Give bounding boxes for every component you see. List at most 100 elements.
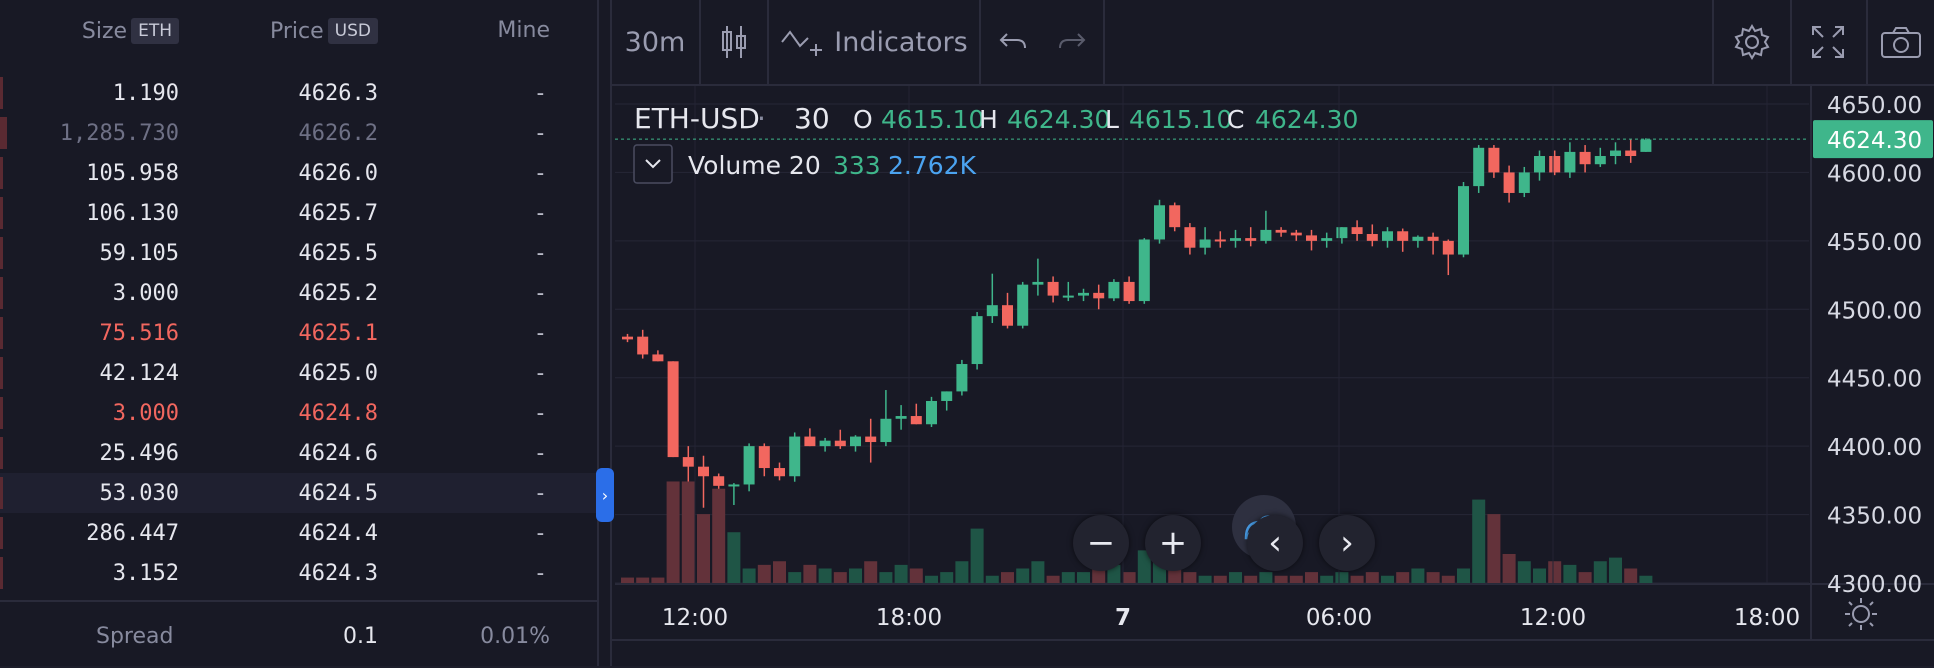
depth-bar [0,117,8,149]
orderbook-panel: Size ETH Price USD Mine 1.190 4626.3-1,285.… [0,0,599,666]
chart-panel[interactable]: 4650.00 4600.00 4550.00 4500.00 4450.00 4400.… [599,0,1934,666]
candle-body [926,400,937,425]
volume-bar [1335,572,1349,583]
y-tick-label: 4600.00 [1827,161,1922,187]
volume-bar [894,564,908,583]
zoom-out-button[interactable]: − [1073,515,1129,571]
orderbook-row[interactable]: 3.152 4624.3 - [0,553,597,593]
volume-bar [1365,572,1379,583]
orderbook-row[interactable]: 75.516 4625.1 - [0,313,597,353]
row-size: 25.496 [99,441,179,466]
volume-bar [1411,568,1425,583]
candle-body [1093,292,1105,299]
row-mine: - [533,161,547,186]
last-price-label: 4624.30 [1827,128,1922,154]
orderbook-row[interactable]: 1,285.730 4626.2 - [0,113,597,153]
volume-bar [757,564,771,583]
volume-bar [788,572,802,583]
candle-body [1321,238,1333,241]
orderbook-row[interactable]: 105.958 4626.0 - [0,153,597,193]
candle-body [1017,284,1029,326]
row-price: 4626.2 [298,121,378,146]
size-label: Size [81,19,128,44]
redo-icon[interactable] [1058,30,1088,54]
volume-bar [1533,568,1546,583]
row-mine: - [533,321,547,346]
candle-body [1610,150,1621,157]
price-unit-badge[interactable]: USD [327,18,378,44]
y-tick-label: 4450.00 [1827,367,1922,393]
orderbook-row[interactable]: 3.000 4624.8 - [0,393,597,433]
y-tick-label: 4500.00 [1827,298,1922,324]
sun-icon[interactable] [1841,594,1881,634]
candle-body [728,484,740,487]
y-tick-label: 4650.00 [1827,93,1922,119]
volume-bar [1487,514,1501,583]
scroll-left-button[interactable]: ‹ [1247,515,1303,571]
volume-bar [1213,575,1227,583]
collapse-panel-tab[interactable]: › [596,468,614,522]
row-size: 105.958 [86,161,179,186]
candle-body [1032,281,1044,285]
depth-bar [0,397,3,429]
volume-bar [849,568,862,583]
row-mine: - [533,361,547,386]
volume-bar [955,561,969,583]
volume-bar [833,572,847,583]
candle-body [865,436,877,443]
row-mine: - [533,281,547,306]
volume-bar [1259,572,1273,583]
volume-bar [803,564,817,583]
candle-body [804,436,816,447]
settings-icon[interactable] [1712,0,1792,84]
orderbook-row[interactable]: 1.190 4626.3 - [0,73,597,113]
volume-bar [1426,572,1440,583]
orderbook-row[interactable]: 3.000 4625.2 - [0,273,597,313]
orderbook-row[interactable]: 42.124 4625.0 - [0,353,597,393]
price-chart[interactable]: 4650.00 4600.00 4550.00 4500.00 4450.00 4400.… [599,0,1934,666]
candle-body [1002,305,1013,326]
size-unit-badge[interactable]: ETH [131,18,179,44]
orderbook-row[interactable]: 53.030 4624.5 - [0,473,597,513]
orderbook-row[interactable]: 59.105 4625.5 - [0,233,597,273]
undo-icon[interactable] [997,30,1027,54]
candle-body [1640,139,1652,152]
volume-value: 333 [833,151,881,180]
volume-bar [1061,572,1075,583]
candle-body [682,457,694,467]
row-mine: - [533,81,547,106]
volume-bar [1244,575,1258,583]
interval-button[interactable]: 30m [611,0,701,84]
volume-bar [1274,575,1288,583]
scroll-right-button[interactable]: › [1319,515,1375,571]
volume-bar [985,575,999,583]
candle-body [895,416,907,419]
volume-bar [1457,568,1470,583]
volume-bar [970,528,984,583]
candle-body [1427,236,1439,241]
candle-body [1488,147,1500,173]
row-mine: - [533,441,547,466]
orderbook-row[interactable]: 25.496 4624.6 - [0,433,597,473]
candles-icon[interactable] [701,0,769,84]
mine-column-header: Mine [497,18,550,43]
candle-body [1245,238,1257,241]
volume-bar [1593,561,1607,583]
candle-body [1230,238,1241,241]
candle-body [1473,147,1485,187]
volume-bar [681,481,695,583]
volume-bar [925,575,938,583]
orderbook-row[interactable]: 286.447 4624.4 - [0,513,597,553]
depth-bar [0,237,3,269]
volume-bar [697,514,710,583]
row-price: 4625.0 [298,361,378,386]
chevron-down-icon [645,159,661,169]
orderbook-row[interactable]: 106.130 4625.7 - [0,193,597,233]
zoom-in-button[interactable]: + [1145,515,1201,571]
camera-icon[interactable] [1868,0,1934,84]
volume-bar [1639,575,1653,583]
indicators-button[interactable]: Indicators [769,0,981,84]
volume-bar [1548,561,1562,583]
candle-body [1579,151,1591,165]
fullscreen-icon[interactable] [1790,0,1868,84]
